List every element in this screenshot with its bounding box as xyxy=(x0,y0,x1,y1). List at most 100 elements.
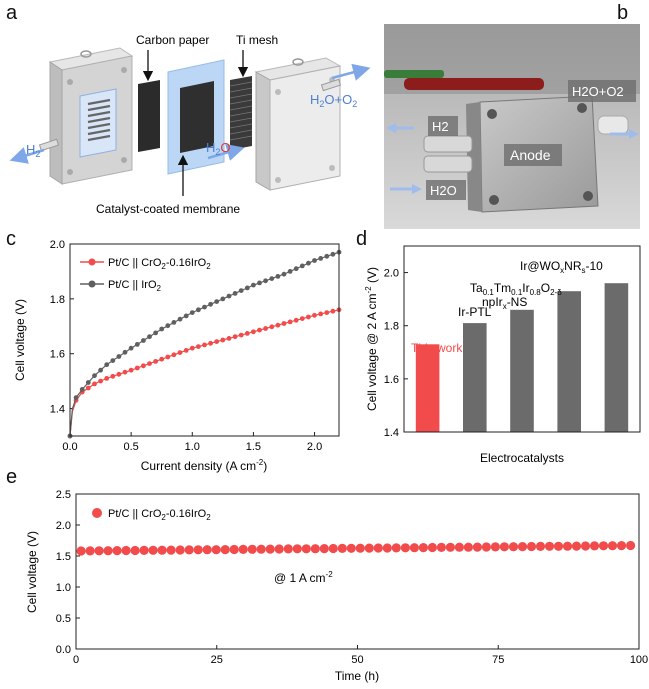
h2o-inlet-label: H2O xyxy=(206,140,231,157)
panel-label-c: c xyxy=(6,228,16,250)
chart-e-ytick-label: 2.5 xyxy=(56,489,71,501)
chart-d-bar-5 xyxy=(604,283,629,432)
chart-e-xtick-label: 50 xyxy=(351,654,363,666)
chart-c-point-1 xyxy=(281,321,287,326)
chart-c-point-1 xyxy=(128,367,134,373)
chart-c-point-2 xyxy=(189,310,195,315)
chart-e-point xyxy=(481,542,491,552)
chart-c-point-1 xyxy=(85,385,91,391)
chart-c-point-1 xyxy=(98,378,103,384)
chart-e-point xyxy=(580,541,591,551)
chart-c-point-1 xyxy=(293,317,299,323)
chart-c-point-1 xyxy=(122,369,128,375)
chart-c-point-1 xyxy=(251,329,256,335)
chart-c-ytick-label: 1.4 xyxy=(50,404,65,416)
chart-c-point-2 xyxy=(299,263,305,269)
chart-e-point xyxy=(220,545,230,555)
chart-e-point xyxy=(103,546,113,556)
chart-c-point-2 xyxy=(324,253,330,259)
chart-c-point-2 xyxy=(214,299,220,304)
chart-e-xtick-label: 100 xyxy=(630,654,648,666)
chart-e-point xyxy=(157,545,167,555)
chart-e-point xyxy=(598,541,609,551)
h2-fitting xyxy=(423,135,473,153)
chart-c-point-2 xyxy=(73,395,79,400)
h2o-inlet-arrow xyxy=(207,143,245,161)
chart-e-point xyxy=(571,541,582,551)
chart-c-point-2 xyxy=(330,251,336,257)
chart-d-bar-2 xyxy=(463,323,487,432)
chart-e-point xyxy=(202,545,212,555)
h2o-o2-outlet-arrow xyxy=(331,63,371,81)
chart-e-point xyxy=(166,545,176,555)
chart-c-point-2 xyxy=(263,278,268,284)
chart-e-frame xyxy=(75,493,640,650)
chart-c-point-2 xyxy=(98,367,103,373)
chart-c-point-2 xyxy=(196,307,201,313)
chart-d-bar-1 xyxy=(415,344,440,432)
chart-e-point xyxy=(94,546,104,556)
chart-c-point-2 xyxy=(165,323,171,329)
chart-c-legend-item-2: Pt/C || IrO2 xyxy=(108,279,162,293)
chart-d-ytick-label: 2.0 xyxy=(384,268,399,280)
chart-c-point-1 xyxy=(159,356,165,362)
photo-anode-label: Anode xyxy=(510,147,551,163)
chart-c-point-1 xyxy=(336,307,342,313)
chart-e-point xyxy=(382,543,392,553)
chart-c-series-line-2 xyxy=(69,251,340,437)
chart-e-point xyxy=(292,544,302,554)
chart-c-point-2 xyxy=(110,358,116,363)
chart-c-point-1 xyxy=(263,326,268,331)
chart-c-point-1 xyxy=(330,308,336,314)
chart-c-point-2 xyxy=(153,330,159,336)
chart-c-point-2 xyxy=(159,326,165,332)
chart-c-point-1 xyxy=(269,324,275,330)
chart-c-xtick-label: 0.0 xyxy=(62,441,77,453)
chart-c-point-1 xyxy=(220,337,226,343)
chart-e-point xyxy=(355,543,365,553)
chart-c-point-2 xyxy=(122,349,128,355)
chart-d-xlabel: Electrocatalysts xyxy=(480,451,564,465)
chart-c-point-2 xyxy=(251,282,256,288)
chart-c-point-1 xyxy=(73,397,79,403)
bar-label-this-work: This work xyxy=(411,341,463,355)
chart-e-point xyxy=(175,545,185,555)
chart-c-xtick-label: 0.5 xyxy=(123,441,138,453)
chart-c-point-1 xyxy=(312,312,317,318)
chart-e-point xyxy=(148,545,158,555)
photo-h2o-o2-label: H2O+O2 xyxy=(572,84,624,99)
bar-label-ir-wox: Ir@WOxNRs-10 xyxy=(520,259,603,275)
chart-e-point xyxy=(589,541,600,551)
h2-outlet-arrow xyxy=(9,147,45,164)
ti-mesh-layer xyxy=(229,76,253,150)
electrolyzer-photo: H2O+O2 H2 Anode H2O xyxy=(384,24,640,229)
chart-e-annotation: @ 1 A cm-2 xyxy=(274,570,333,585)
chart-e-point xyxy=(121,545,131,556)
chart-e-point xyxy=(265,544,275,554)
left-end-plate xyxy=(38,47,134,185)
chart-e-point xyxy=(472,542,482,552)
chart-e-point xyxy=(535,541,546,552)
chart-e-point xyxy=(499,542,509,552)
chart-e-point xyxy=(436,542,446,553)
chart-c-point-1 xyxy=(177,350,183,355)
chart-c-point-1 xyxy=(318,311,324,317)
chart-c-ylabel: Cell voltage (V) xyxy=(13,299,27,381)
chart-e-point xyxy=(319,544,329,554)
chart-c-point-1 xyxy=(257,327,262,333)
chart-c-point-2 xyxy=(85,380,91,385)
chart-c-point-1 xyxy=(141,363,146,369)
chart-c-point-1 xyxy=(147,361,152,366)
chart-c-point-1 xyxy=(67,433,73,439)
photo-h2o-label: H2O xyxy=(430,183,457,198)
outlet-fitting xyxy=(597,115,629,135)
chart-c-xtick-label: 1.5 xyxy=(246,441,261,453)
bar-label-ir-ptl: Ir-PTL xyxy=(458,305,492,319)
chart-e-point xyxy=(112,546,122,556)
chart-c-point-2 xyxy=(141,338,146,343)
right-end-plate xyxy=(254,57,342,191)
chart-e-point xyxy=(283,544,293,554)
chart-e-point xyxy=(544,541,555,551)
chart-c-point-1 xyxy=(287,319,293,325)
chart-c-frame xyxy=(69,243,340,437)
